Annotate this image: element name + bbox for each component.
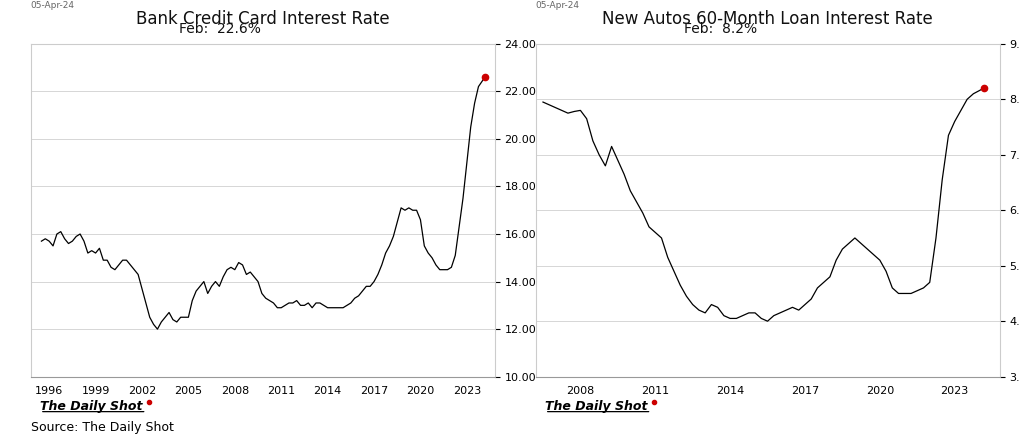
Text: Source: The Daily Shot: Source: The Daily Shot — [31, 420, 173, 434]
Title: Bank Credit Card Interest Rate: Bank Credit Card Interest Rate — [136, 11, 389, 28]
Text: The Daily Shot: The Daily Shot — [40, 400, 143, 413]
Text: Feb:  22.6%: Feb: 22.6% — [179, 22, 261, 36]
Text: 05-Apr-24: 05-Apr-24 — [535, 0, 579, 10]
Text: Feb:  8.2%: Feb: 8.2% — [684, 22, 756, 36]
Text: 05-Apr-24: 05-Apr-24 — [31, 0, 74, 10]
Title: New Autos 60-Month Loan Interest Rate: New Autos 60-Month Loan Interest Rate — [601, 11, 932, 28]
Text: The Daily Shot: The Daily Shot — [544, 400, 647, 413]
